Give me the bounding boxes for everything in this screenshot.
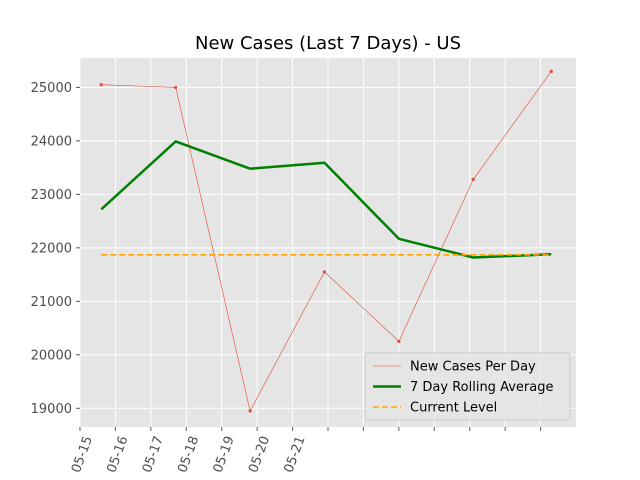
data-point xyxy=(397,339,401,344)
legend-label: Current Level xyxy=(410,401,497,416)
x-tick-label: 05-17 xyxy=(140,434,167,475)
series-layer xyxy=(99,69,553,413)
series-line-1 xyxy=(100,140,552,259)
y-tick-label: 21000 xyxy=(31,295,72,310)
data-point xyxy=(99,83,103,87)
legend-label: New Cases Per Day xyxy=(410,360,536,375)
y-tick-label: 22000 xyxy=(31,241,72,256)
y-tick-label: 23000 xyxy=(31,188,72,203)
x-tick-label: 05-15 xyxy=(69,434,96,475)
legend-label: 7 Day Rolling Average xyxy=(410,380,553,395)
x-tick-label: 05-21 xyxy=(282,434,309,475)
data-point xyxy=(174,85,178,90)
legend: New Cases Per Day 7 Day Rolling Average Cu… xyxy=(364,352,571,421)
legend-box xyxy=(364,352,571,421)
x-tick-label: 05-20 xyxy=(246,434,273,475)
data-point xyxy=(322,270,327,274)
x-tick-label: 05-16 xyxy=(104,434,131,475)
data-point xyxy=(471,177,475,181)
y-tick-label: 25000 xyxy=(31,81,72,96)
y-tick-label: 19000 xyxy=(31,402,72,417)
x-tick-label: 05-18 xyxy=(175,434,202,475)
chart-title: New Cases (Last 7 Days) - US xyxy=(195,33,461,54)
x-tick-label: 05-19 xyxy=(211,434,238,475)
y-tick-label: 24000 xyxy=(31,134,72,149)
y-tick-label: 20000 xyxy=(31,348,72,363)
data-point xyxy=(549,69,553,73)
data-point xyxy=(248,409,252,413)
